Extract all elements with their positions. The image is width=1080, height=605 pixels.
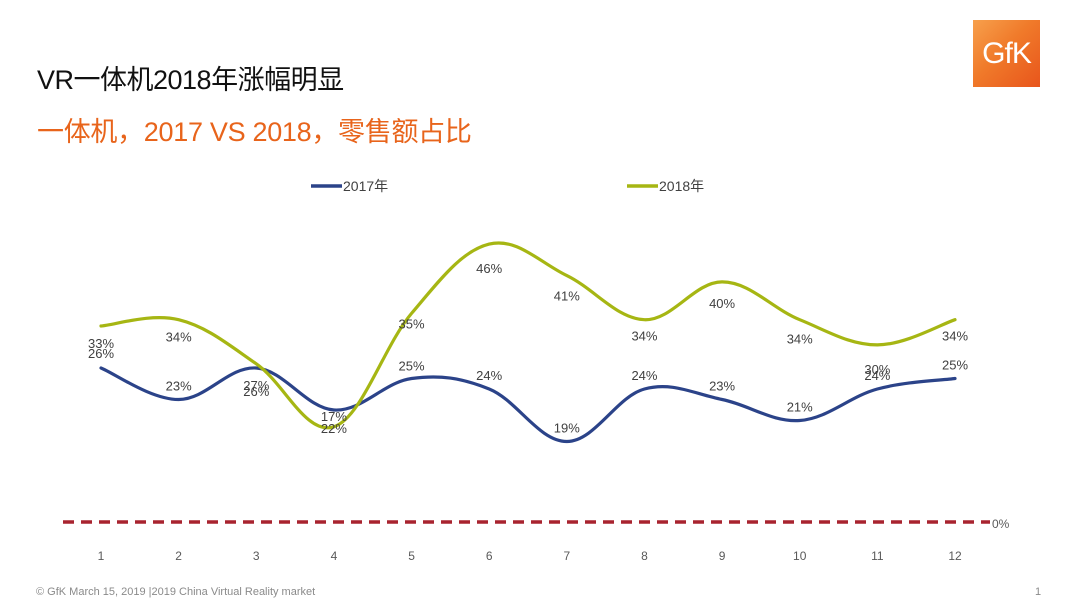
zero-baseline-group: 0% [63,517,1010,531]
data-label-2017: 25% [942,358,968,373]
data-label-2017: 26% [88,346,114,361]
data-label-2017: 25% [399,359,425,374]
x-tick-label: 4 [331,549,338,563]
data-label-2017: 26% [243,384,269,399]
line-series-2018 [99,241,957,430]
data-label-2018: 35% [399,316,425,331]
data-label-2018: 34% [166,330,192,345]
data-label-2018: 34% [942,329,968,344]
legend-label-2017: 2017年 [343,178,388,194]
data-label-2017: 23% [709,379,735,394]
data-label-2018: 17% [321,409,347,424]
x-tick-label: 7 [563,549,570,563]
x-tick-label: 8 [641,549,648,563]
data-label-2018: 30% [864,362,890,377]
x-tick-label: 12 [948,549,962,563]
x-axis-ticks: 1 2 3 4 5 6 7 8 9 10 11 12 [98,549,962,563]
data-label-2017: 24% [631,368,657,383]
x-tick-label: 6 [486,549,493,563]
data-label-2018: 34% [787,332,813,347]
data-label-2018: 27% [243,378,269,393]
x-tick-label: 10 [793,549,807,563]
data-labels: 26% 23% 26% 22% 25% 24% 19% 24% 23% 21% 24% 25% 33% 3… [88,261,968,436]
data-label-2017: 21% [787,400,813,415]
page-number: 1 [1035,586,1042,598]
gfk-logo: GfK [973,20,1040,87]
data-label-2018: 33% [88,336,114,351]
data-label-2017: 23% [166,379,192,394]
legend-label-2018: 2018年 [659,178,704,194]
x-tick-label: 2 [175,549,182,563]
series-lines [99,241,957,444]
footer-copyright: © GfK March 15, 2019 |2019 China Virtual… [36,586,316,598]
logo-text: GfK [982,36,1032,70]
data-label-2018: 40% [709,296,735,311]
chart-subtitle: 一体机，2017 VS 2018，零售额占比 [37,117,472,147]
x-tick-label: 9 [719,549,726,563]
line-series-2017 [99,366,957,444]
data-label-2017: 19% [554,421,580,436]
page-title: VR一体机2018年涨幅明显 [37,65,344,95]
data-label-2017: 24% [864,368,890,383]
data-label-2017: 24% [476,368,502,383]
baseline-label: 0% [992,517,1010,531]
x-tick-label: 5 [408,549,415,563]
x-tick-label: 3 [253,549,260,563]
x-tick-label: 1 [98,549,105,563]
data-label-2018: 46% [476,261,502,276]
x-tick-label: 11 [871,549,884,563]
legend: 2017年 2018年 [311,178,704,194]
data-label-2017: 22% [321,421,347,436]
data-label-2018: 34% [631,329,657,344]
data-label-2018: 41% [554,289,580,304]
